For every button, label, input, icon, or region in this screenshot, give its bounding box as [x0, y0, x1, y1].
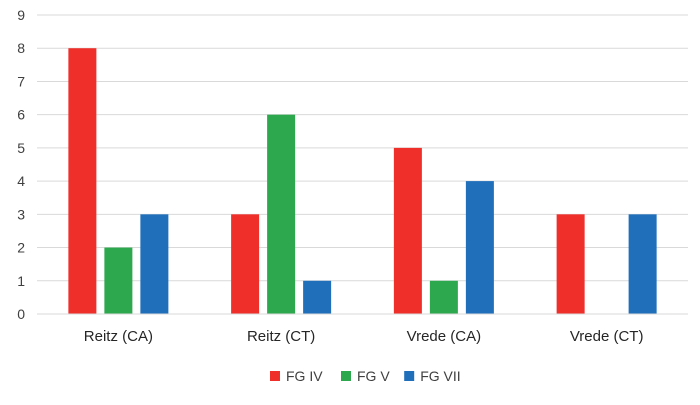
bar-fg-iv-0 [68, 48, 97, 314]
x-category-label: Vrede (CT) [570, 328, 644, 345]
bar-fg-iv-2 [393, 147, 422, 314]
legend-swatch [270, 371, 280, 381]
y-tick-label: 5 [17, 140, 25, 156]
x-category-label: Vrede (CA) [407, 328, 481, 345]
y-tick-label: 9 [17, 7, 25, 23]
x-axis: Reitz (CA) Reitz (CT) Vrede (CA) Vrede (CT) [37, 313, 688, 345]
y-tick-label: 6 [17, 107, 25, 123]
y-tick-label: 0 [17, 306, 25, 322]
y-axis-tick-labels: 0 1 2 3 4 5 6 7 8 9 [17, 7, 25, 322]
y-tick-label: 2 [17, 240, 25, 256]
legend-entry-fg-v: FG V [341, 368, 390, 384]
bar-fg-vii-3 [628, 214, 657, 314]
bar-fg-vii-2 [465, 181, 494, 314]
bar-fg-iv-1 [231, 214, 260, 314]
bar-fg-iv-3 [556, 214, 585, 314]
bar-fg-v-1 [267, 114, 296, 315]
y-tick-label: 3 [17, 206, 25, 222]
bar-fg-vii-0 [140, 214, 169, 314]
bar-fg-v-0 [104, 247, 133, 314]
legend-label: FG IV [286, 368, 323, 384]
bars [68, 48, 657, 315]
legend-entry-fg-vii: FG VII [404, 368, 461, 384]
legend-label: FG V [357, 368, 390, 384]
bar-fg-vii-1 [303, 280, 332, 314]
legend-entry-fg-iv: FG IV [270, 368, 323, 384]
x-category-label: Reitz (CA) [84, 328, 153, 345]
y-tick-label: 7 [17, 73, 25, 89]
x-category-label: Reitz (CT) [247, 328, 315, 345]
legend-swatch [341, 371, 351, 381]
y-tick-label: 8 [17, 40, 25, 56]
y-tick-label: 4 [17, 173, 25, 189]
legend-swatch [404, 371, 415, 381]
y-tick-label: 1 [17, 273, 25, 289]
gridlines [37, 14, 688, 282]
legend: FG IV FG V FG VII [270, 368, 461, 384]
legend-label: FG VII [420, 368, 460, 384]
bar-fg-v-2 [429, 280, 458, 314]
